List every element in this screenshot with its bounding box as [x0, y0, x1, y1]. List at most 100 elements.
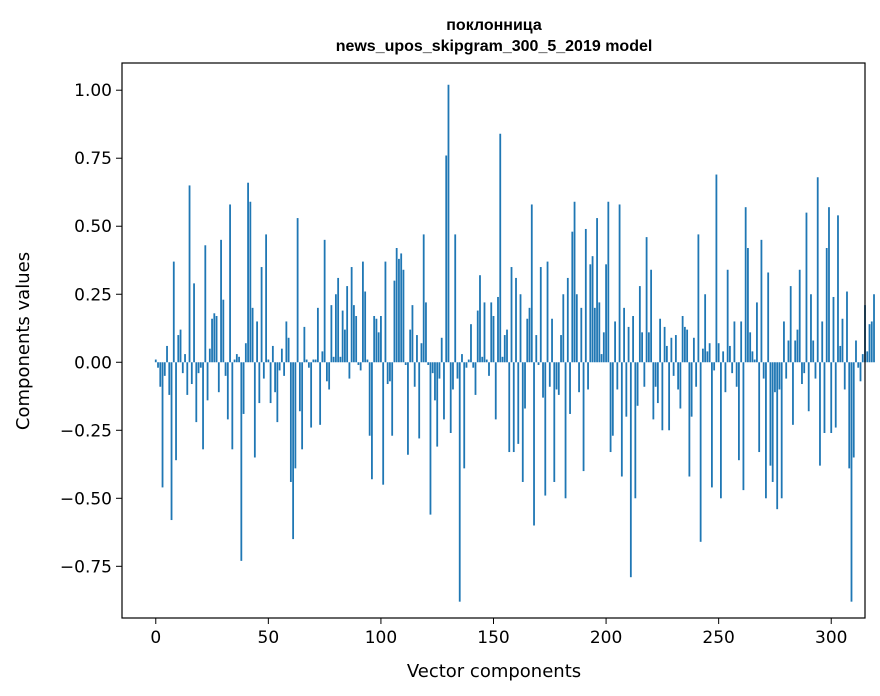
bar-185 [571, 231, 574, 363]
chart-subtitle: news_upos_skipgram_300_5_2019 model [336, 38, 653, 55]
bar-68 [307, 362, 310, 368]
bar-286 [798, 269, 801, 363]
bar-110 [402, 269, 405, 363]
bar-14 [186, 362, 189, 395]
bar-26 [213, 313, 216, 363]
bar-193 [589, 264, 592, 363]
bar-124 [434, 362, 436, 401]
bar-137 [463, 362, 466, 469]
bar-312 [857, 362, 860, 368]
bar-296 [821, 321, 824, 363]
bar-155 [503, 335, 506, 363]
bar-305 [841, 318, 844, 363]
bar-75 [323, 239, 326, 363]
bar-303 [837, 215, 839, 363]
bar-74 [321, 351, 324, 363]
bar-265 [751, 351, 754, 363]
bar-156 [506, 329, 508, 363]
bar-33 [229, 204, 231, 363]
bar-79 [332, 356, 335, 363]
bar-150 [492, 316, 495, 363]
bar-196 [596, 218, 598, 363]
bar-205 [616, 362, 619, 390]
bar-148 [488, 362, 490, 376]
bar-19 [197, 362, 200, 374]
bar-23 [206, 362, 209, 401]
bar-313 [859, 362, 862, 382]
bar-40 [244, 343, 247, 363]
x-tick-label: 300 [815, 628, 847, 648]
bar-94 [366, 359, 369, 363]
bar-227 [665, 345, 668, 363]
bar-276 [776, 362, 779, 510]
bar-277 [778, 362, 781, 390]
bar-186 [573, 201, 576, 363]
bar-171 [539, 267, 542, 363]
bar-36 [235, 354, 238, 363]
bar-70 [312, 359, 315, 363]
bar-289 [805, 212, 808, 363]
bar-5 [166, 345, 168, 363]
bar-10 [177, 335, 180, 363]
bar-152 [497, 296, 499, 363]
bar-139 [467, 359, 470, 363]
bar-52 [271, 345, 274, 363]
bar-59 [287, 337, 290, 363]
bar-157 [508, 362, 511, 453]
bar-216 [641, 332, 643, 363]
bar-292 [812, 340, 815, 363]
bar-241 [697, 234, 700, 363]
y-tick-label: 1.00 [74, 81, 112, 101]
bar-7 [170, 362, 173, 521]
bar-78 [330, 305, 333, 363]
bar-278 [780, 362, 783, 499]
bar-51 [269, 362, 272, 404]
bar-125 [436, 362, 439, 447]
bar-214 [636, 362, 639, 406]
bar-97 [373, 316, 376, 363]
bar-165 [526, 318, 529, 363]
bar-142 [474, 362, 477, 395]
bar-226 [663, 326, 666, 363]
bar-129 [445, 155, 448, 363]
bar-274 [771, 362, 774, 482]
bar-25 [211, 318, 213, 363]
bar-175 [548, 362, 551, 387]
bar-128 [443, 362, 445, 420]
bar-242 [699, 362, 702, 542]
bar-271 [765, 362, 767, 499]
bar-76 [325, 362, 328, 382]
bar-252 [722, 351, 725, 363]
bar-309 [850, 362, 853, 602]
bar-9 [175, 362, 177, 461]
bar-254 [726, 269, 729, 363]
bar-47 [260, 267, 263, 363]
bar-177 [553, 362, 556, 482]
x-tick-label: 250 [702, 628, 734, 648]
bar-174 [546, 261, 549, 363]
bar-90 [357, 362, 360, 365]
bar-13 [184, 354, 186, 363]
bar-243 [701, 348, 704, 363]
bar-176 [551, 318, 553, 363]
bar-251 [720, 362, 722, 499]
bar-22 [204, 245, 207, 363]
bar-1 [157, 362, 159, 368]
y-tick-label: 0.00 [74, 353, 112, 373]
bar-99 [377, 332, 380, 363]
bar-113 [409, 329, 412, 363]
bar-211 [629, 362, 632, 578]
bar-0 [154, 359, 157, 363]
bar-304 [839, 345, 842, 363]
bar-253 [724, 362, 727, 393]
bar-298 [825, 248, 828, 363]
bar-101 [382, 362, 385, 485]
bar-189 [580, 307, 583, 363]
bar-18 [195, 362, 198, 423]
bar-17 [193, 283, 195, 363]
bar-207 [620, 362, 623, 477]
bar-308 [848, 362, 851, 469]
bar-118 [420, 343, 423, 363]
bar-122 [429, 362, 432, 515]
bar-197 [598, 302, 601, 363]
